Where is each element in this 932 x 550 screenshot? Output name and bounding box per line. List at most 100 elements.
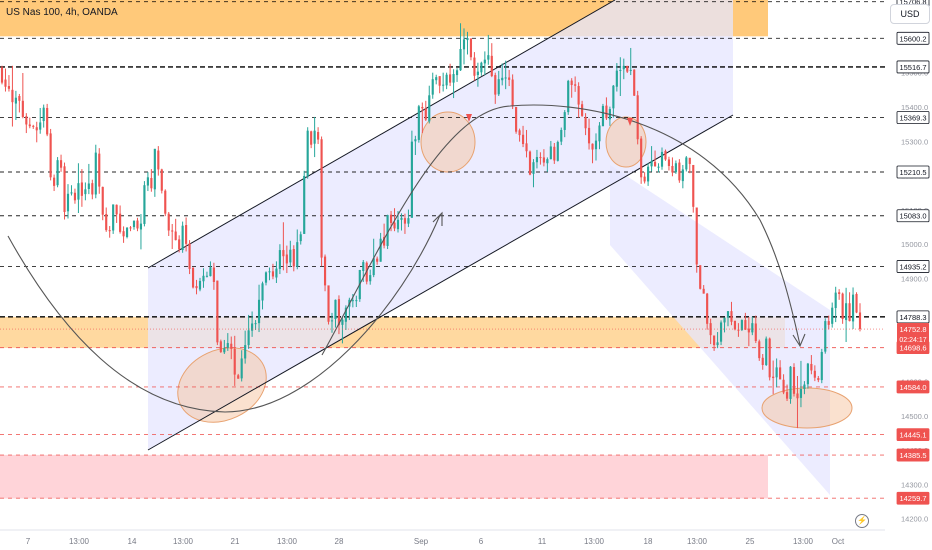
candle-body <box>240 358 243 379</box>
candle-body <box>115 204 118 215</box>
candle-body <box>723 317 726 323</box>
candle <box>42 104 45 128</box>
candle-body <box>313 130 316 144</box>
candle <box>21 73 24 119</box>
tradingview-logo-icon[interactable]: ⚡ <box>855 514 869 528</box>
candle-body <box>546 159 549 164</box>
currency-button[interactable]: USD <box>890 4 930 24</box>
candle-body <box>108 230 111 232</box>
candle <box>195 279 198 295</box>
candle-body <box>480 62 483 73</box>
candle-body <box>667 159 671 166</box>
candle-body <box>681 169 684 182</box>
candle <box>257 284 261 333</box>
candle <box>244 330 247 364</box>
candle <box>202 268 205 288</box>
candle-body <box>84 189 87 195</box>
candle <box>629 47 632 76</box>
candle-body <box>782 379 785 393</box>
candle-body <box>858 312 862 329</box>
candle-body <box>570 80 573 86</box>
candle-body <box>636 95 639 140</box>
candle-body <box>455 70 459 76</box>
candle-body <box>383 237 386 246</box>
candle <box>205 271 209 278</box>
candle <box>383 223 386 249</box>
price-level-label: 14698.6 <box>899 344 926 353</box>
candle <box>831 302 834 328</box>
candle-body <box>577 86 580 105</box>
candle-body <box>702 288 705 294</box>
candle <box>428 85 431 124</box>
candle <box>389 210 393 232</box>
candle-body <box>174 231 177 241</box>
time-tick-label: Sep <box>414 537 429 546</box>
candle <box>508 69 511 87</box>
candle-body <box>779 367 782 380</box>
price-level-tag <box>896 491 930 505</box>
candle <box>626 65 629 74</box>
candle <box>233 335 236 386</box>
candle-body <box>18 96 21 101</box>
candle-body <box>330 320 334 322</box>
candle <box>713 335 716 351</box>
candle <box>282 222 285 271</box>
price-tick-label: 15300.0 <box>901 137 928 146</box>
candle-body <box>539 157 542 159</box>
candle-body <box>438 76 441 86</box>
candle <box>640 136 643 184</box>
candle <box>681 164 684 189</box>
candle <box>647 163 650 186</box>
candle <box>490 43 493 78</box>
candle <box>535 149 539 169</box>
candle <box>455 68 459 82</box>
candle <box>310 130 313 149</box>
candle-body <box>21 100 24 117</box>
candle <box>845 287 848 343</box>
candle <box>108 226 111 238</box>
candle-body <box>601 105 605 127</box>
channel-shadings <box>148 0 830 495</box>
candle <box>633 69 636 97</box>
candle <box>143 181 146 227</box>
candle <box>810 355 813 375</box>
candle-body <box>171 230 174 232</box>
support-zone <box>0 316 785 348</box>
candle-body <box>754 323 757 341</box>
candle-body <box>719 322 723 342</box>
candle <box>723 317 726 333</box>
candle <box>487 34 490 65</box>
candle-body <box>747 328 750 333</box>
candle <box>744 312 747 330</box>
candle-body <box>219 341 222 352</box>
candle-body <box>167 213 170 231</box>
candle-body <box>410 141 413 218</box>
candle <box>747 316 750 347</box>
candle-body <box>244 345 247 359</box>
candle <box>63 162 66 220</box>
highlight-circle <box>605 116 647 168</box>
candle-body <box>633 69 636 96</box>
candle-body <box>355 300 358 302</box>
candle-body <box>400 217 403 220</box>
candle-body <box>226 343 229 348</box>
candle-body <box>445 74 448 86</box>
candle <box>251 311 254 337</box>
candle <box>695 207 698 273</box>
candle-body <box>53 177 56 186</box>
candle <box>296 229 299 270</box>
candle-body <box>473 57 476 76</box>
candle <box>539 152 542 165</box>
time-tick-label: 13:00 <box>173 537 194 546</box>
candle <box>532 159 535 188</box>
candle <box>59 154 63 172</box>
candle <box>692 164 695 213</box>
candle-body <box>553 146 556 161</box>
candle <box>570 78 573 98</box>
candle <box>191 266 195 289</box>
candle <box>28 117 31 129</box>
candle <box>66 184 70 219</box>
candle <box>271 263 275 280</box>
